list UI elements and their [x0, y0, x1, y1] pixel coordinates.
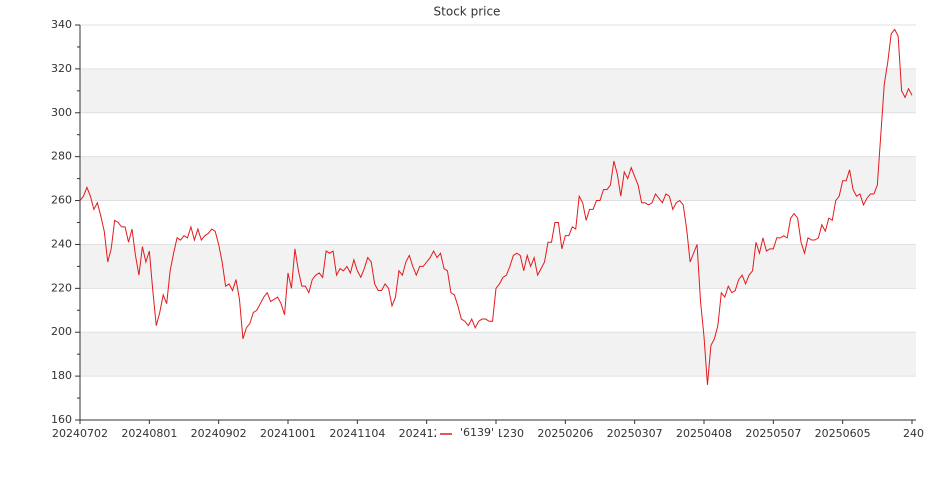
y-tick-label: 180 — [51, 369, 72, 382]
grid-band — [80, 332, 916, 377]
legend: '6139' — [436, 426, 499, 442]
grid-band — [80, 156, 916, 201]
grid-band — [80, 244, 916, 289]
x-tick-label: 20240801 — [121, 427, 177, 440]
x-tick-label: 20250206 — [537, 427, 593, 440]
y-tick-label: 300 — [51, 106, 72, 119]
legend-box — [436, 426, 499, 442]
line — [79, 28, 913, 385]
chart-title: Stock price — [434, 5, 501, 19]
y-tick-label: 220 — [51, 281, 72, 294]
y-tick-label: 160 — [51, 413, 72, 426]
x-tick-label: 20240902 — [191, 427, 247, 440]
y-tick-label: 340 — [51, 18, 72, 31]
grid-band — [80, 68, 916, 113]
x-tick-label: 20241104 — [329, 427, 385, 440]
x-tick-label: 20250605 — [815, 427, 871, 440]
x-tick-label: 20250307 — [607, 427, 663, 440]
x-tick-label: 20250507 — [745, 427, 801, 440]
y-tick-label: 320 — [51, 62, 72, 75]
x-tick-label: 20250408 — [676, 427, 732, 440]
y-tick-label: 280 — [51, 150, 72, 163]
y-tick-label: 200 — [51, 325, 72, 338]
x-tick-label: 20241001 — [260, 427, 316, 440]
legend-label: '6139' — [460, 426, 494, 439]
x-tick-label: 20240702 — [52, 427, 108, 440]
x-tick-label: 240 — [903, 427, 924, 440]
y-tick-label: 260 — [51, 194, 72, 207]
y-tick-label: 240 — [51, 237, 72, 250]
